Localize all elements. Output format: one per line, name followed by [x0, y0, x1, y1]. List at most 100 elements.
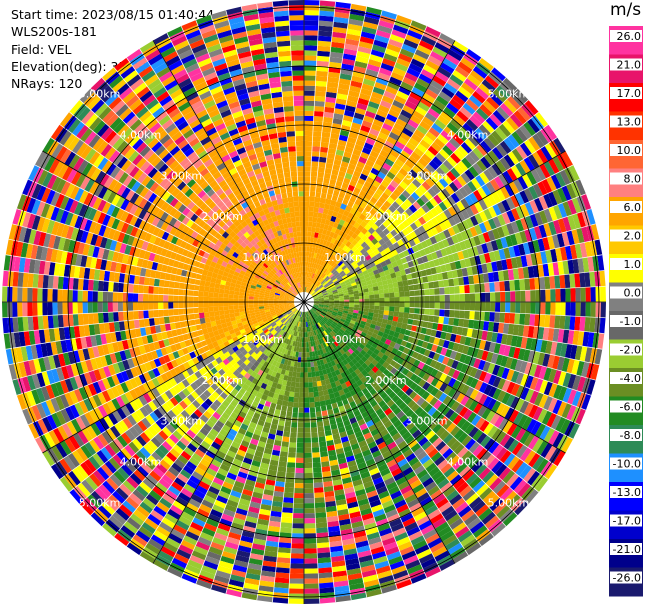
velocity-gate [356, 251, 363, 258]
velocity-gate [319, 302, 325, 305]
velocity-gate [309, 289, 314, 295]
velocity-gate [344, 320, 350, 325]
velocity-gate [388, 76, 403, 86]
velocity-gate [318, 315, 323, 320]
velocity-gate [396, 389, 405, 399]
velocity-gate [358, 213, 367, 221]
velocity-gate [447, 226, 456, 237]
velocity-gate [332, 118, 343, 125]
velocity-gate [430, 266, 437, 275]
velocity-gate [527, 154, 540, 169]
velocity-gate [418, 333, 426, 341]
velocity-gate [322, 291, 328, 295]
velocity-gate [304, 65, 317, 71]
velocity-gate [367, 58, 382, 68]
velocity-gate [424, 288, 430, 296]
velocity-gate [442, 395, 452, 406]
velocity-gate [377, 24, 393, 34]
velocity-gate [347, 163, 357, 171]
velocity-gate [323, 295, 329, 298]
velocity-gate [489, 311, 495, 322]
velocity-gate [427, 187, 437, 198]
velocity-gate [490, 302, 496, 312]
velocity-gate [380, 204, 389, 213]
velocity-gate [472, 402, 483, 415]
velocity-gate [304, 412, 311, 418]
velocity-gate [510, 164, 522, 179]
velocity-gate [514, 359, 523, 372]
velocity-gate [391, 277, 398, 284]
velocity-gate [502, 512, 518, 527]
velocity-gate [344, 205, 352, 213]
velocity-gate [496, 226, 506, 239]
velocity-gate [324, 198, 332, 205]
velocity-gate [357, 224, 365, 232]
velocity-gate [304, 583, 319, 589]
velocity-gate [471, 328, 478, 339]
velocity-gate [347, 313, 353, 318]
velocity-gate [464, 293, 471, 302]
velocity-gate [530, 289, 536, 302]
velocity-gate [489, 178, 501, 192]
velocity-gate [507, 323, 515, 336]
velocity-gate [334, 154, 344, 161]
velocity-gate [353, 309, 359, 314]
velocity-gate [288, 588, 304, 594]
velocity-gate [337, 260, 344, 267]
velocity-gate [490, 292, 496, 302]
velocity-gate [419, 97, 433, 108]
velocity-gate [541, 178, 553, 194]
velocity-gate [380, 179, 390, 188]
velocity-gate [317, 276, 322, 282]
velocity-gate [318, 305, 324, 309]
velocity-gate [330, 128, 341, 135]
velocity-gate [312, 211, 319, 218]
velocity-gate [349, 304, 355, 308]
velocity-gate [433, 137, 446, 149]
velocity-gate [332, 335, 338, 342]
velocity-gate [375, 29, 392, 39]
velocity-gate [394, 197, 404, 206]
velocity-gate [354, 321, 361, 327]
velocity-gate [332, 291, 338, 295]
velocity-gate [369, 336, 376, 343]
velocity-gate [304, 241, 308, 247]
velocity-gate [311, 307, 317, 312]
velocity-gate [487, 457, 500, 471]
velocity-gate [553, 204, 563, 220]
velocity-gate [399, 302, 405, 308]
velocity-gate [540, 442, 553, 459]
velocity-gate [335, 316, 341, 321]
velocity-gate [472, 65, 488, 79]
velocity-gate [361, 317, 368, 323]
velocity-gate [323, 305, 329, 308]
velocity-gate [482, 196, 493, 209]
velocity-gate [366, 248, 374, 255]
velocity-gate [515, 290, 521, 302]
velocity-gate [361, 26, 377, 35]
velocity-gate [539, 379, 549, 394]
velocity-gate [503, 137, 516, 152]
velocity-gate [324, 269, 330, 275]
velocity-gate [584, 346, 593, 363]
velocity-gate [562, 329, 570, 344]
velocity-gate [528, 136, 541, 152]
velocity-gate [321, 289, 327, 293]
velocity-gate [327, 279, 333, 285]
velocity-gate [319, 5, 335, 12]
velocity-gate [445, 332, 452, 342]
velocity-gate [307, 362, 311, 368]
velocity-gate [314, 507, 327, 514]
velocity-gate [483, 153, 496, 166]
velocity-gate [560, 246, 568, 262]
velocity-gate [515, 372, 525, 385]
velocity-gate [378, 289, 385, 295]
velocity-gate [594, 348, 603, 365]
velocity-gate [406, 324, 413, 331]
velocity-gate [449, 474, 463, 486]
velocity-gate [420, 400, 430, 410]
velocity-gate [398, 167, 409, 177]
velocity-gate [292, 508, 304, 514]
velocity-gate [417, 234, 426, 243]
velocity-gate [476, 143, 488, 157]
